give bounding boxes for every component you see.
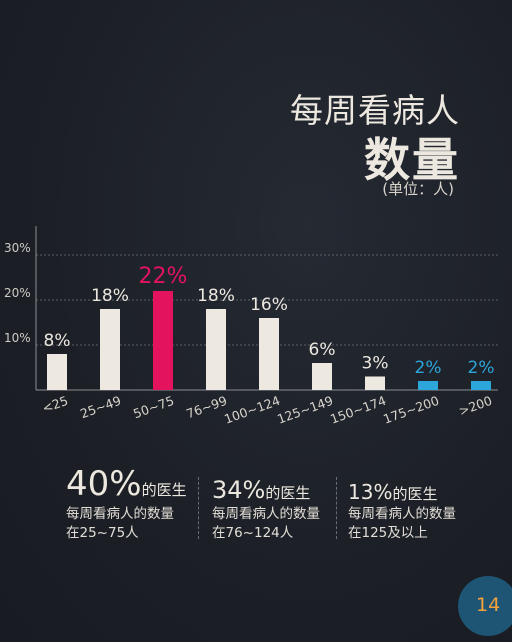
- x-tick-label: 125~149: [275, 393, 335, 427]
- data-label: 6%: [309, 340, 336, 360]
- stat-suffix: 的医生: [392, 485, 438, 503]
- x-tick-label: 50~75: [131, 393, 176, 422]
- stat-suffix: 的医生: [265, 484, 311, 502]
- data-label: 18%: [91, 286, 129, 306]
- stat-value: 13%: [348, 480, 393, 504]
- title-line2: 数量: [364, 133, 460, 187]
- data-label: 16%: [250, 295, 288, 315]
- page-badge: [458, 576, 512, 636]
- x-tick-label: 76~99: [184, 393, 229, 422]
- x-tick-label: >200: [457, 393, 494, 419]
- x-tick-label: 25~49: [78, 393, 123, 422]
- data-label: 2%: [468, 358, 495, 378]
- y-tick-label: 10%: [4, 331, 31, 345]
- data-label: 2%: [415, 358, 442, 378]
- stat-desc-line2: 在25~75人: [66, 525, 139, 541]
- data-label: 18%: [197, 286, 235, 306]
- bar: [259, 318, 279, 390]
- page-number: 14: [476, 594, 501, 616]
- stat-desc-line1: 每周看病人的数量: [348, 506, 456, 522]
- stat-suffix: 的医生: [141, 481, 187, 499]
- stat-divider: [336, 477, 337, 539]
- stat-divider: [198, 477, 199, 539]
- data-label: 8%: [44, 331, 71, 351]
- bar: [153, 291, 173, 390]
- bar: [47, 354, 67, 390]
- stat-desc-line1: 每周看病人的数量: [212, 506, 320, 522]
- x-tick-label: 175~200: [381, 393, 441, 427]
- bar: [206, 309, 226, 390]
- stat-desc-line2: 在76~124人: [212, 525, 294, 541]
- stat-block-3: 13%的医生 每周看病人的数量 在125及以上: [348, 480, 456, 542]
- data-label: 22%: [139, 264, 188, 289]
- x-tick-label: 150~174: [328, 393, 388, 427]
- stat-block-1: 40%的医生 每周看病人的数量 在25~75人: [66, 464, 187, 542]
- y-tick-label: 30%: [4, 241, 31, 255]
- x-tick-label: 100~124: [222, 393, 282, 427]
- x-tick-label: <25: [40, 393, 70, 416]
- bar: [312, 363, 332, 390]
- title-line1: 每周看病人: [290, 91, 460, 130]
- title-unit: (单位：人): [382, 180, 454, 198]
- data-label: 3%: [362, 354, 389, 374]
- y-tick-label: 20%: [4, 286, 31, 300]
- stat-desc-line2: 在125及以上: [348, 525, 428, 541]
- bar: [471, 381, 491, 390]
- bar: [100, 309, 120, 390]
- stat-value: 34%: [212, 476, 266, 504]
- bar: [365, 376, 385, 390]
- stat-value: 40%: [66, 464, 142, 504]
- stat-desc-line1: 每周看病人的数量: [66, 506, 174, 522]
- stat-block-2: 34%的医生 每周看病人的数量 在76~124人: [212, 476, 320, 542]
- bar: [418, 381, 438, 390]
